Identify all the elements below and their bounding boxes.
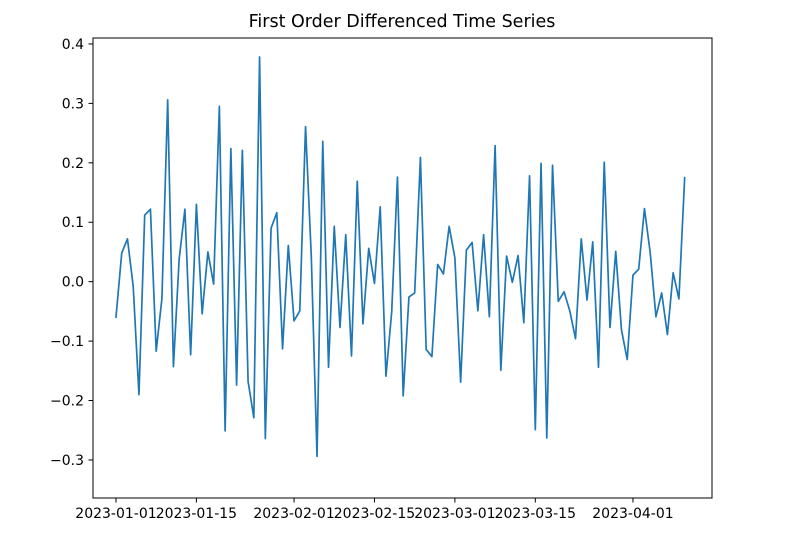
y-tick-label: 0.1 (62, 215, 84, 231)
x-tick-label: 2023-04-01 (592, 506, 673, 522)
x-tick-label: 2023-01-15 (156, 506, 237, 522)
x-tick-label: 2023-03-01 (414, 506, 495, 522)
y-tick-label: −0.2 (50, 394, 84, 410)
series-line (115, 56, 686, 458)
x-tick-label: 2023-03-15 (495, 506, 576, 522)
y-tick-label: −0.1 (50, 334, 84, 350)
y-axis-tick-labels: 0.4 0.3 0.2 0.1 0.0 −0.1 −0.2 −0.3 (50, 37, 84, 469)
plot-area (92, 37, 713, 499)
x-axis-tick-labels: 2023-01-01 2023-01-15 2023-02-01 2023-02-15… (75, 506, 673, 522)
y-tick-label: 0.4 (62, 37, 84, 53)
chart-title: First Order Differenced Time Series (249, 12, 556, 32)
y-axis-ticks (88, 43, 93, 461)
y-tick-label: −0.3 (50, 453, 84, 469)
x-axis-ticks (115, 498, 634, 503)
y-tick-label: 0.2 (62, 156, 84, 172)
x-tick-label: 2023-02-01 (253, 506, 334, 522)
y-tick-label: 0.0 (62, 275, 84, 291)
x-tick-label: 2023-02-15 (334, 506, 415, 522)
y-tick-label: 0.3 (62, 96, 84, 112)
x-tick-label: 2023-01-01 (75, 506, 156, 522)
